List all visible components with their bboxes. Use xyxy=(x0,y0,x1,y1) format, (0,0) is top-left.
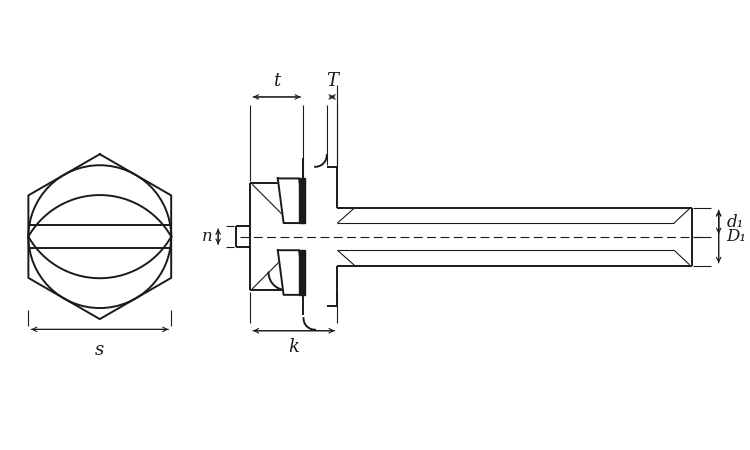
Polygon shape xyxy=(299,250,305,295)
Text: k: k xyxy=(288,338,299,356)
Polygon shape xyxy=(278,250,305,295)
Text: n: n xyxy=(202,228,212,245)
Polygon shape xyxy=(278,179,305,223)
Text: D₁: D₁ xyxy=(727,228,746,245)
Text: d₁: d₁ xyxy=(727,214,744,230)
Text: T: T xyxy=(326,72,338,90)
Polygon shape xyxy=(299,179,305,223)
Text: s: s xyxy=(95,341,104,359)
Text: t: t xyxy=(273,72,280,90)
